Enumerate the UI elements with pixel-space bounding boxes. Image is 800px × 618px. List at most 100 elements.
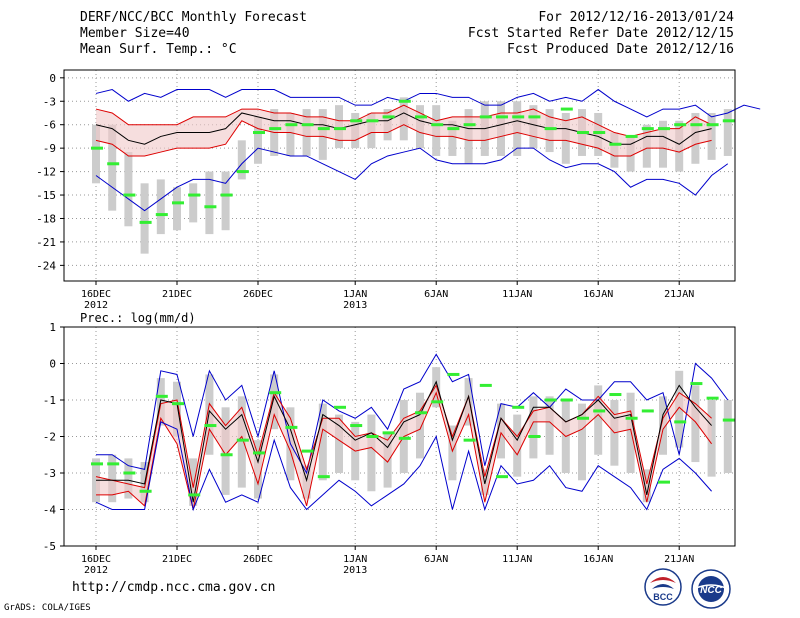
ensemble-box xyxy=(237,140,246,180)
ensemble-box xyxy=(675,370,684,448)
x-tick-label: 21JAN xyxy=(664,289,694,300)
ensemble-box xyxy=(723,400,732,473)
y-tick-label: -4 xyxy=(43,504,57,517)
median-mark xyxy=(415,411,427,415)
y-tick-label: -6 xyxy=(43,119,56,132)
forecast-title: DERF/NCC/BCC Monthly Forecast xyxy=(80,10,307,25)
y-tick-label: -3 xyxy=(43,467,56,480)
y-tick-label: -3 xyxy=(43,95,56,108)
median-mark xyxy=(123,471,136,475)
median-mark xyxy=(479,115,492,119)
y-tick-label: -24 xyxy=(36,259,56,272)
ensemble-box xyxy=(691,385,700,463)
ensemble-box xyxy=(156,179,165,235)
median-mark xyxy=(366,435,379,438)
median-mark xyxy=(415,115,427,119)
ensemble-box xyxy=(448,120,457,156)
median-mark xyxy=(398,436,411,440)
y-tick-label: -21 xyxy=(36,236,56,249)
median-mark xyxy=(139,220,152,224)
median-mark xyxy=(382,431,395,435)
x-tick-label: 16JAN xyxy=(583,554,613,565)
median-mark xyxy=(447,372,460,376)
spread-shading xyxy=(96,385,712,510)
median-mark xyxy=(155,394,168,398)
ensemble-box xyxy=(140,183,149,254)
median-mark xyxy=(625,416,638,420)
median-mark xyxy=(382,115,395,119)
ensemble-box xyxy=(594,385,603,455)
median-mark xyxy=(301,449,314,453)
y-tick-label: -18 xyxy=(36,212,56,225)
median-mark xyxy=(123,193,136,197)
temperature-chart: 0 -3 -6 -9 -12 -15 -18 -21 -24 16DEC 21DEC 26DEC 1JA… xyxy=(36,69,761,311)
series-mean xyxy=(96,380,712,503)
x-year-label: 2012 xyxy=(84,565,108,576)
ensemble-box xyxy=(545,396,554,455)
median-mark xyxy=(172,402,184,406)
median-mark xyxy=(609,393,622,397)
x-tick-label: 21DEC xyxy=(162,554,192,565)
median-mark xyxy=(366,119,379,123)
median-mark xyxy=(722,418,735,422)
median-mark xyxy=(528,115,541,119)
median-mark xyxy=(188,193,201,197)
series-lower xyxy=(95,120,712,157)
x-tick-label: 11JAN xyxy=(502,554,532,565)
median-mark xyxy=(658,127,670,131)
median-mark xyxy=(253,451,265,455)
ensemble-box xyxy=(448,425,457,481)
median-mark xyxy=(107,462,120,466)
y-tick-label: -9 xyxy=(43,142,56,155)
y-tick-label: 1 xyxy=(49,321,56,334)
median-mark xyxy=(641,127,654,131)
median-mark xyxy=(285,425,298,429)
median-mark xyxy=(593,131,606,135)
header-left: DERF/NCC/BCC Monthly Forecast Member Siz… xyxy=(80,10,307,58)
y-tick-label: -5 xyxy=(43,540,56,553)
member-size: Member Size=40 xyxy=(80,26,190,41)
y-tick-label: -2 xyxy=(43,431,56,444)
series-upper xyxy=(95,384,712,489)
ensemble-box xyxy=(335,414,343,473)
x-tick-label: 26DEC xyxy=(243,554,273,565)
x-tick-label: 16DEC xyxy=(81,289,111,300)
precipitation-chart: 1 0 -1 -2 -3 -4 -5 16DEC 21DEC 26DEC 1JAN 6JAN 11JAN… xyxy=(43,311,736,576)
ensemble-box xyxy=(173,187,181,231)
produced-date: Fcst Produced Date 2012/12/16 xyxy=(507,42,734,57)
x-tick-label: 26DEC xyxy=(243,289,273,300)
median-mark xyxy=(577,416,589,420)
median-mark xyxy=(204,205,217,209)
y-tick-label: -12 xyxy=(36,166,56,179)
median-mark xyxy=(155,213,168,217)
bcc-logo: BCC xyxy=(640,567,686,615)
series-max xyxy=(95,88,761,118)
median-mark xyxy=(625,134,638,138)
x-tick-label: 21DEC xyxy=(162,289,192,300)
ensemble-box xyxy=(221,171,230,231)
median-mark xyxy=(204,424,217,428)
median-mark xyxy=(398,99,411,103)
median-mark xyxy=(317,475,330,479)
median-mark xyxy=(447,127,460,131)
median-mark xyxy=(674,420,687,424)
variable-label: Mean Surf. Temp.: °C xyxy=(80,42,237,57)
median-mark xyxy=(236,170,249,174)
median-mark xyxy=(479,383,492,387)
median-mark xyxy=(431,123,444,127)
median-mark xyxy=(690,382,703,386)
ensemble-box xyxy=(108,124,117,211)
median-mark xyxy=(528,435,541,438)
series-lower xyxy=(96,391,713,510)
median-mark xyxy=(706,123,719,127)
x-tick-label: 6JAN xyxy=(424,289,448,300)
series-upper xyxy=(95,104,712,137)
footer-url[interactable]: http://cmdp.ncc.cma.gov.cn xyxy=(72,580,276,595)
x-tick-label: 11JAN xyxy=(502,289,532,300)
bcc-logo-text: BCC xyxy=(653,592,673,602)
y-tick-label: -1 xyxy=(43,394,56,407)
x-tick-label: 6JAN xyxy=(424,554,448,565)
median-mark xyxy=(91,146,103,150)
x-year-label: 2013 xyxy=(343,565,367,576)
